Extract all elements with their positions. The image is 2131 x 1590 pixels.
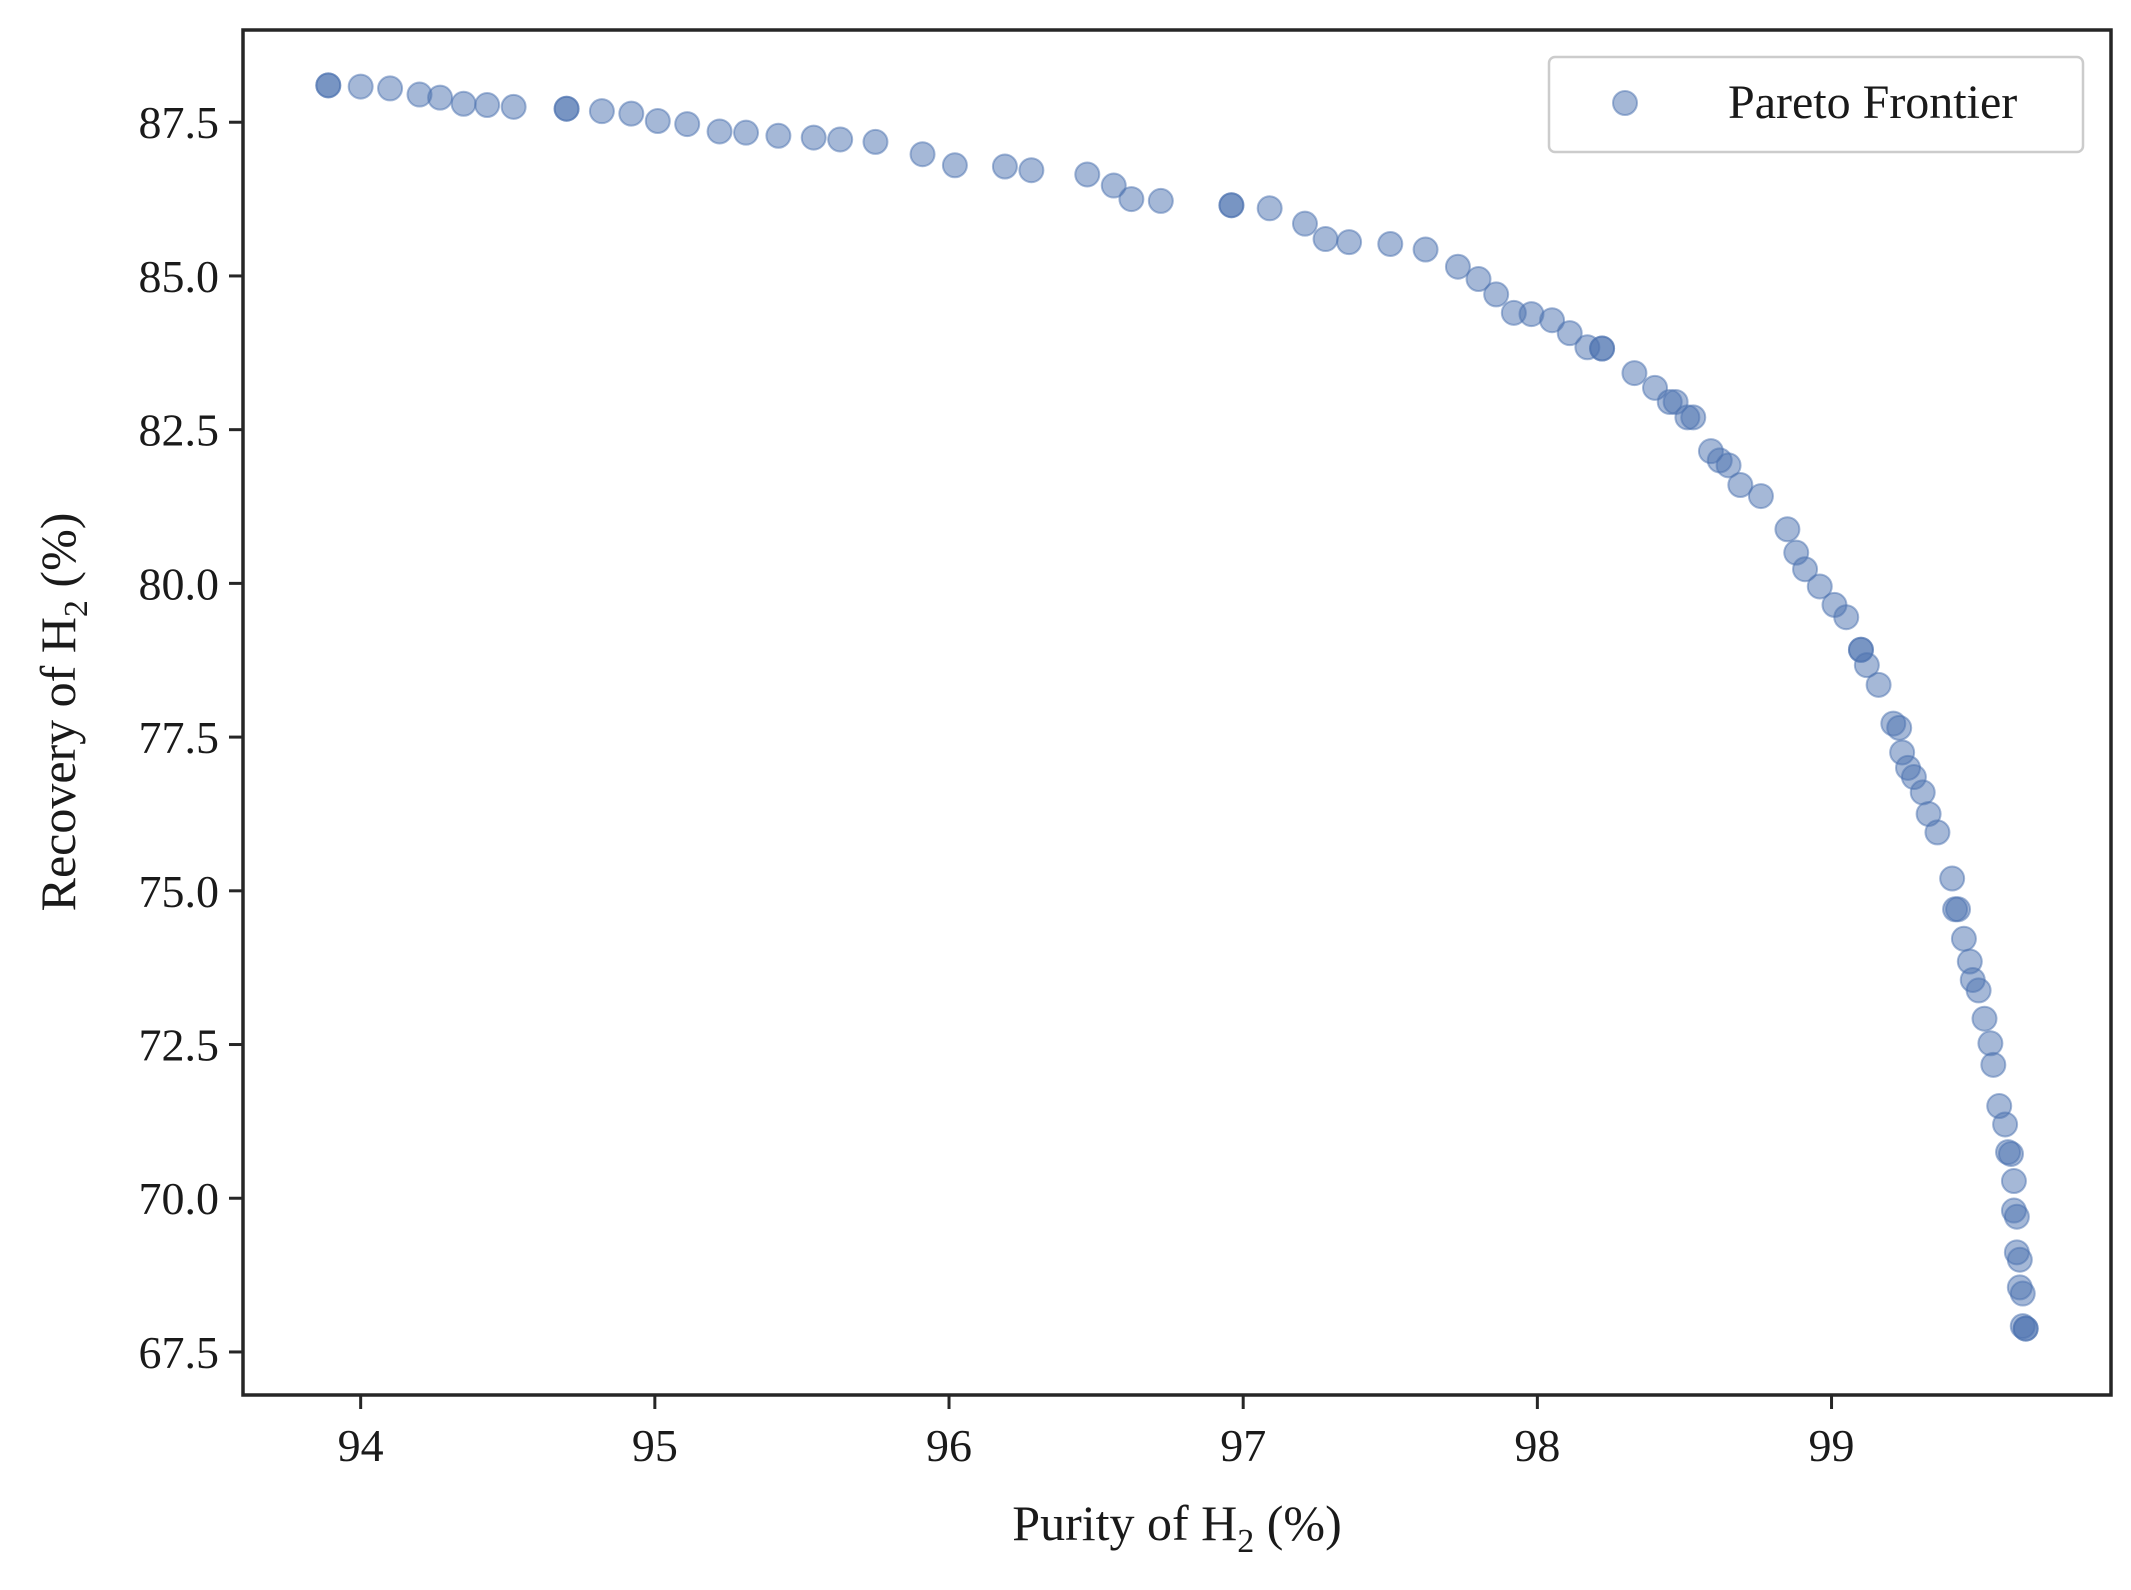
data-point	[765, 122, 792, 149]
data-point	[800, 124, 827, 151]
data-point	[644, 108, 671, 134]
data-point	[1747, 483, 1774, 510]
data-point	[618, 100, 645, 127]
data-point	[827, 126, 854, 153]
data-point	[1412, 236, 1439, 263]
data-point	[377, 75, 404, 102]
data-point	[427, 84, 454, 111]
x-axis-label: Purity of H2 (%)	[1012, 1495, 1341, 1560]
x-axis: 94 95 96 97 98 99	[338, 1395, 1855, 1471]
data-point	[1539, 307, 1566, 334]
data-point	[1886, 714, 1913, 741]
data-point	[909, 141, 936, 168]
data-point	[1256, 195, 1283, 222]
x-tick-label: 94	[338, 1420, 384, 1471]
data-point	[500, 93, 527, 120]
data-point	[1924, 819, 1951, 846]
data-point	[2003, 1203, 2030, 1230]
data-point	[1833, 604, 1860, 631]
data-point	[1621, 360, 1648, 387]
data-point	[315, 72, 342, 99]
data-point	[1118, 186, 1145, 213]
y-tick-label: 87.5	[139, 97, 220, 148]
data-point	[1715, 452, 1742, 479]
data-point	[553, 95, 580, 122]
data-point	[1444, 253, 1471, 280]
data-point	[1977, 1030, 2004, 1057]
data-point	[1336, 229, 1363, 256]
data-point	[1806, 573, 1833, 600]
data-point	[1465, 266, 1492, 293]
data-point	[1865, 671, 1892, 698]
y-tick-label: 82.5	[139, 405, 220, 456]
y-tick-label: 80.0	[139, 558, 220, 609]
x-tick-label: 95	[632, 1420, 678, 1471]
data-point	[1980, 1051, 2007, 1078]
data-point	[941, 152, 968, 179]
points-layer	[315, 72, 2039, 1342]
data-point	[1939, 865, 1966, 892]
data-point	[1774, 516, 1801, 543]
y-tick-label: 85.0	[139, 251, 220, 302]
data-point	[1992, 1111, 2019, 1138]
x-tick-label: 98	[1514, 1420, 1560, 1471]
data-point	[347, 73, 374, 100]
y-axis: 67.5 70.0 72.5 75.0 77.5 80.0 82.5 85.0 87.5	[139, 97, 243, 1378]
data-point	[1727, 472, 1754, 498]
data-point	[1556, 320, 1583, 347]
data-point	[1147, 187, 1174, 214]
x-tick-label: 97	[1220, 1420, 1266, 1471]
y-tick-label: 67.5	[139, 1327, 220, 1378]
data-point	[991, 153, 1018, 180]
data-point	[1018, 157, 1045, 184]
legend-marker	[1612, 90, 1638, 116]
data-point	[2006, 1246, 2033, 1273]
data-point	[862, 128, 889, 155]
x-tick-label: 96	[926, 1420, 972, 1471]
data-point	[2009, 1280, 2036, 1307]
y-tick-label: 72.5	[139, 1020, 220, 1071]
data-point	[1218, 192, 1245, 219]
data-point	[450, 90, 477, 117]
data-point	[1100, 172, 1127, 199]
data-point	[1971, 1005, 1998, 1032]
data-point	[1589, 335, 1616, 362]
data-point	[1377, 230, 1404, 257]
data-point	[2000, 1168, 2027, 1195]
data-point	[1909, 779, 1936, 806]
legend: Pareto Frontier	[1547, 55, 2085, 154]
data-point	[1965, 977, 1992, 1004]
data-point	[588, 98, 615, 125]
legend-box	[1547, 55, 2085, 154]
legend-label: Pareto Frontier	[1728, 76, 2017, 129]
data-point	[1074, 161, 1101, 188]
data-point	[733, 119, 760, 146]
x-tick-label: 99	[1809, 1420, 1855, 1471]
data-point	[1945, 896, 1972, 923]
data-point	[1792, 556, 1819, 583]
data-point	[1312, 226, 1339, 253]
plot-frame	[241, 28, 2113, 1397]
y-tick-label: 77.5	[139, 712, 220, 763]
y-tick-label: 70.0	[139, 1173, 220, 1224]
data-point	[1483, 281, 1510, 308]
data-point	[706, 118, 733, 145]
data-point	[674, 111, 701, 138]
data-point	[1680, 404, 1707, 431]
y-axis-label: Recovery of H2 (%)	[30, 513, 95, 912]
data-point	[2012, 1315, 2039, 1342]
data-point	[1853, 652, 1880, 679]
y-tick-label: 75.0	[139, 866, 220, 917]
data-point	[1291, 210, 1318, 237]
data-point	[474, 92, 501, 119]
data-point	[1950, 925, 1977, 952]
data-point	[1997, 1140, 2024, 1167]
